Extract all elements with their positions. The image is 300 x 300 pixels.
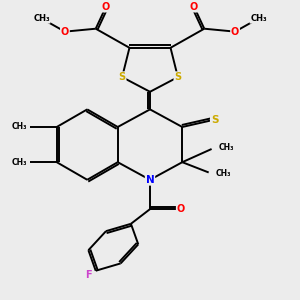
Text: S: S (174, 72, 182, 82)
Text: F: F (85, 270, 92, 280)
Text: CH₃: CH₃ (33, 14, 50, 23)
Text: O: O (102, 2, 110, 12)
Text: CH₃: CH₃ (216, 169, 232, 178)
Text: O: O (61, 27, 69, 37)
Text: CH₃: CH₃ (250, 14, 267, 23)
Text: S: S (211, 115, 218, 125)
Text: CH₃: CH₃ (12, 122, 27, 131)
Text: O: O (231, 27, 239, 37)
Text: CH₃: CH₃ (219, 143, 234, 152)
Text: O: O (190, 2, 198, 12)
Text: S: S (118, 72, 126, 82)
Text: CH₃: CH₃ (12, 158, 27, 167)
Text: O: O (177, 204, 185, 214)
Text: N: N (146, 175, 154, 185)
